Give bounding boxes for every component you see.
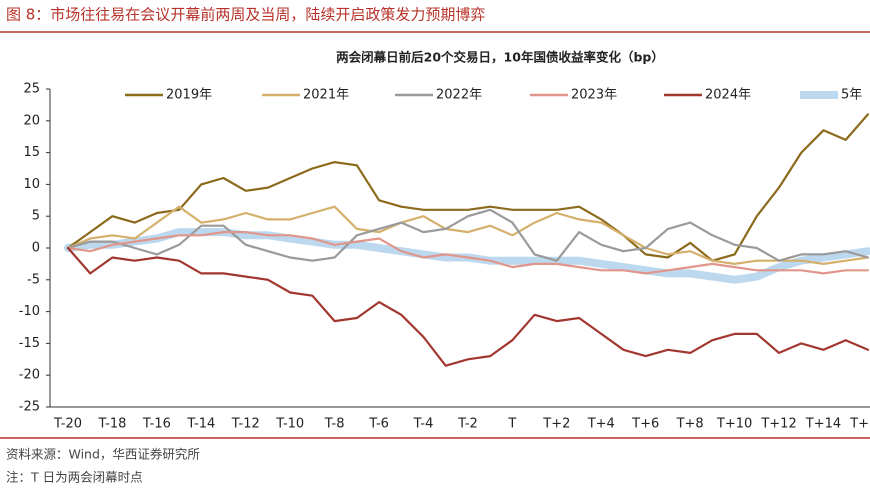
y-tick-label: -20 [19,368,40,383]
source: 资料来源：Wind，华西证券研究所 [6,447,200,462]
x-tick-label: T-12 [231,417,260,432]
series-line [66,205,869,265]
note: 注：T 日为两会闭幕时点 [6,470,143,485]
series-line [66,113,869,262]
legend-label: 2019年 [166,88,212,103]
x-tick-label: T-6 [368,417,389,432]
y-tick-label: 15 [23,145,40,160]
x-tick-label: T-20 [53,417,82,432]
legend-label: 5年 [841,88,862,103]
x-tick-label: T+8 [676,417,704,432]
x-tick-label: T-14 [186,417,215,432]
x-tick-label: T-16 [142,417,171,432]
x-tick-label: T-18 [97,417,126,432]
x-tick-label: T+16 [849,417,870,432]
y-tick-label: -5 [27,272,40,287]
x-tick-label: T-8 [324,417,345,432]
x-tick-label: T+14 [805,417,841,432]
x-tick-label: T+2 [542,417,570,432]
chart-title: 两会闭幕日前后20个交易日，10年国债收益率变化（bp） [336,50,664,65]
y-tick-label: -10 [19,304,40,319]
legend-label: 2021年 [303,88,349,103]
y-tick-label: 5 [32,209,40,224]
series-line [66,231,869,275]
x-tick-label: T+12 [760,417,796,432]
series-line [64,228,870,284]
y-tick-label: 10 [23,177,40,192]
series-line [66,246,869,367]
x-tick-label: T [507,417,516,432]
y-tick-label: 25 [23,82,40,97]
x-tick-label: T+6 [631,417,659,432]
y-tick-label: -15 [19,336,40,351]
page-title: 图 8：市场往往易在会议开幕前两周及当周，陆续开启政策发力预期博弈 [6,6,485,24]
legend-label: 2022年 [436,88,482,103]
x-tick-label: T+10 [716,417,752,432]
legend-label: 2024年 [705,88,751,103]
series-line [66,208,869,262]
legend-label: 2023年 [571,88,617,103]
x-tick-label: T+4 [587,417,615,432]
x-tick-label: T-4 [413,417,434,432]
y-tick-label: 20 [23,113,40,128]
x-tick-label: T-10 [275,417,304,432]
y-tick-label: -25 [19,400,40,415]
y-tick-label: 0 [32,241,40,256]
x-tick-label: T-2 [457,417,478,432]
